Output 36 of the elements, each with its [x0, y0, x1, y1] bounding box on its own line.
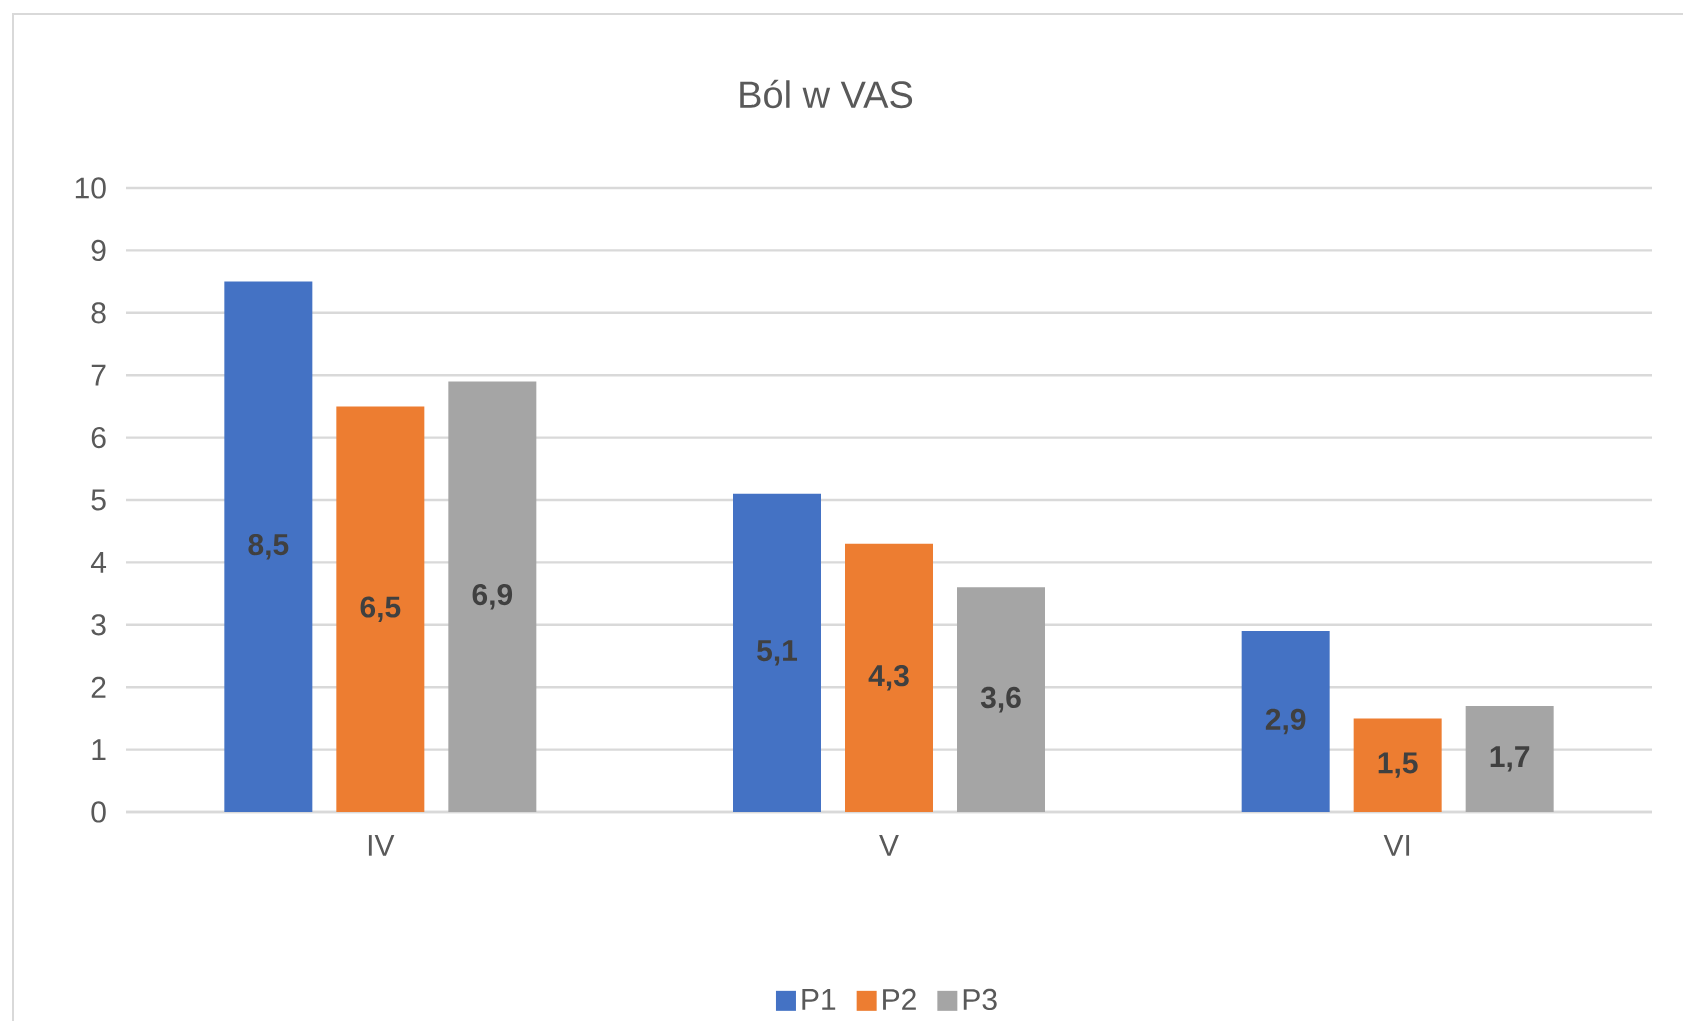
data-label: 8,5	[248, 533, 289, 560]
bar	[1353, 718, 1442, 812]
bar	[1465, 705, 1554, 812]
data-label: 5,1	[757, 640, 798, 666]
data-label: 6,9	[472, 583, 513, 610]
y-tick-label: 0	[91, 801, 106, 823]
x-tick-label: VI	[1383, 835, 1410, 856]
chart-title: Ból w VAS	[740, 79, 913, 109]
y-tick-label: 4	[90, 552, 107, 573]
bar	[957, 587, 1045, 812]
bar	[845, 543, 933, 812]
y-tick-label: 2	[91, 676, 106, 698]
data-label: 4,3	[868, 665, 909, 691]
bar	[733, 493, 821, 812]
y-tick-label: 8	[91, 302, 106, 324]
x-tick-label: IV	[368, 835, 395, 856]
data-label: 3,6	[980, 686, 1021, 713]
data-label: 1,5	[1378, 752, 1418, 778]
y-tick-label: 9	[91, 239, 106, 261]
bar	[1241, 631, 1330, 812]
data-label: 6,5	[360, 596, 401, 622]
y-tick-label: 5	[91, 489, 106, 511]
legend-label: P3	[963, 988, 997, 1011]
bar	[448, 381, 537, 812]
x-tick-label: V	[879, 835, 899, 856]
y-tick-label: 3	[91, 614, 106, 636]
legend-label: P2	[883, 988, 916, 1010]
y-tick-label: 10	[75, 177, 106, 199]
legend-label: P1	[802, 989, 836, 1010]
bar	[224, 281, 313, 812]
bar	[336, 406, 425, 812]
data-label: 1,7	[1490, 746, 1530, 772]
y-tick-label: 6	[91, 426, 106, 449]
data-label: 2,9	[1265, 708, 1306, 735]
y-tick-label: 7	[91, 364, 106, 386]
y-tick-label: 1	[92, 739, 106, 760]
